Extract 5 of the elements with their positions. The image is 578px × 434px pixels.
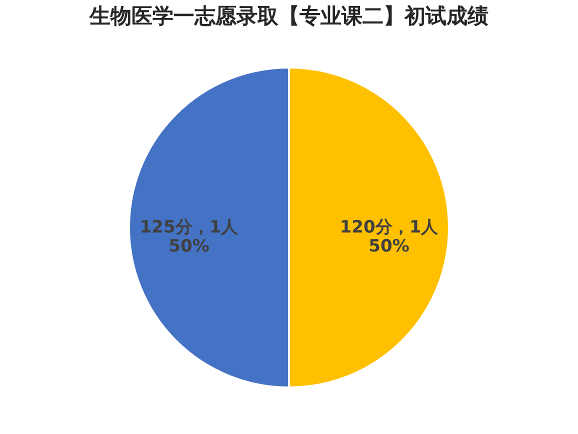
- data-label: 50%: [168, 236, 210, 256]
- data-label: 50%: [368, 236, 410, 256]
- slice-label: 120分，1人: [340, 218, 440, 238]
- chart-title: 生物医学一志愿录取【专业课二】初试成绩: [88, 4, 488, 28]
- slice-label: 125分，1人: [140, 218, 240, 238]
